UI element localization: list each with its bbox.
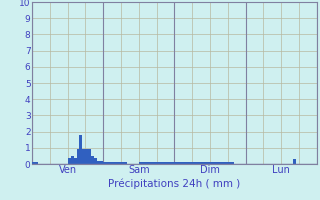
Bar	[168, 162, 172, 164]
Bar	[231, 162, 234, 164]
Bar	[83, 149, 85, 164]
Bar	[192, 162, 195, 164]
Bar	[32, 162, 35, 164]
Bar	[106, 162, 109, 164]
Bar	[204, 162, 207, 164]
Bar	[109, 162, 112, 164]
Bar	[154, 162, 156, 164]
Bar	[79, 135, 83, 164]
Bar	[163, 162, 165, 164]
Bar	[76, 149, 79, 164]
Bar	[88, 149, 91, 164]
Bar	[115, 162, 118, 164]
Bar	[35, 162, 38, 164]
Bar	[186, 162, 189, 164]
Bar	[183, 162, 186, 164]
Bar	[151, 162, 154, 164]
Bar	[145, 162, 148, 164]
Bar	[94, 158, 97, 164]
Bar	[219, 162, 222, 164]
Bar	[228, 162, 231, 164]
Bar	[180, 162, 183, 164]
Bar	[124, 162, 127, 164]
Bar	[210, 162, 213, 164]
Bar	[189, 162, 192, 164]
Bar	[201, 162, 204, 164]
Bar	[74, 158, 76, 164]
Bar	[207, 162, 210, 164]
Bar	[165, 162, 168, 164]
Bar	[112, 162, 115, 164]
Bar	[172, 162, 174, 164]
Bar	[148, 162, 151, 164]
Bar	[103, 162, 106, 164]
Bar	[213, 162, 216, 164]
Bar	[118, 162, 121, 164]
Bar	[225, 162, 228, 164]
Bar	[139, 162, 142, 164]
Bar	[121, 162, 124, 164]
Bar	[160, 162, 163, 164]
Bar	[68, 158, 71, 164]
Bar	[195, 162, 198, 164]
Bar	[293, 159, 296, 164]
Bar	[71, 156, 74, 164]
X-axis label: Précipitations 24h ( mm ): Précipitations 24h ( mm )	[108, 178, 241, 189]
Bar	[156, 162, 160, 164]
Bar	[222, 162, 225, 164]
Bar	[100, 161, 103, 164]
Bar	[174, 162, 177, 164]
Bar	[142, 162, 145, 164]
Bar	[85, 149, 88, 164]
Bar	[177, 162, 180, 164]
Bar	[97, 161, 100, 164]
Bar	[216, 162, 219, 164]
Bar	[198, 162, 201, 164]
Bar	[91, 156, 94, 164]
